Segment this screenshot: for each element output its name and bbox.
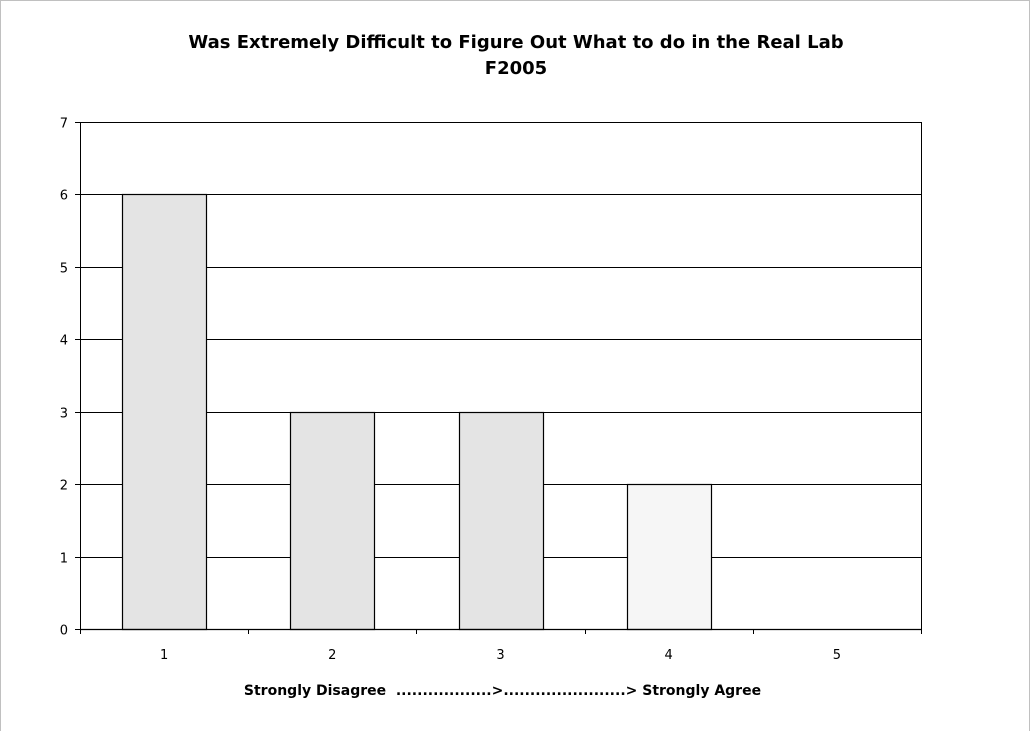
x-axis-title: Strongly Disagree ..................>...…: [244, 683, 761, 699]
y-tick-label: 5: [60, 262, 68, 277]
chart-title-block: Was Extremely Difficult to Figure Out Wh…: [0, 30, 1032, 82]
y-tick-label: 3: [60, 407, 68, 422]
chart-title: Was Extremely Difficult to Figure Out Wh…: [188, 32, 844, 53]
x-tick-label: 1: [160, 648, 168, 663]
y-tick-label: 7: [60, 117, 68, 132]
bar: [626, 483, 713, 631]
y-tick-label: 1: [60, 552, 68, 567]
y-tick-label: 0: [60, 624, 68, 639]
bar: [458, 411, 545, 631]
bar: [289, 411, 376, 631]
y-tick-label: 4: [60, 334, 68, 349]
x-tick-label: 4: [665, 648, 673, 663]
y-tick-label: 2: [60, 479, 68, 494]
chart-subtitle: F2005: [484, 58, 548, 79]
x-tick-label: 3: [496, 648, 504, 663]
y-tick-label: 6: [60, 189, 68, 204]
bar: [121, 193, 208, 631]
x-tick-label: 5: [833, 648, 841, 663]
x-tick-label: 2: [328, 648, 336, 663]
